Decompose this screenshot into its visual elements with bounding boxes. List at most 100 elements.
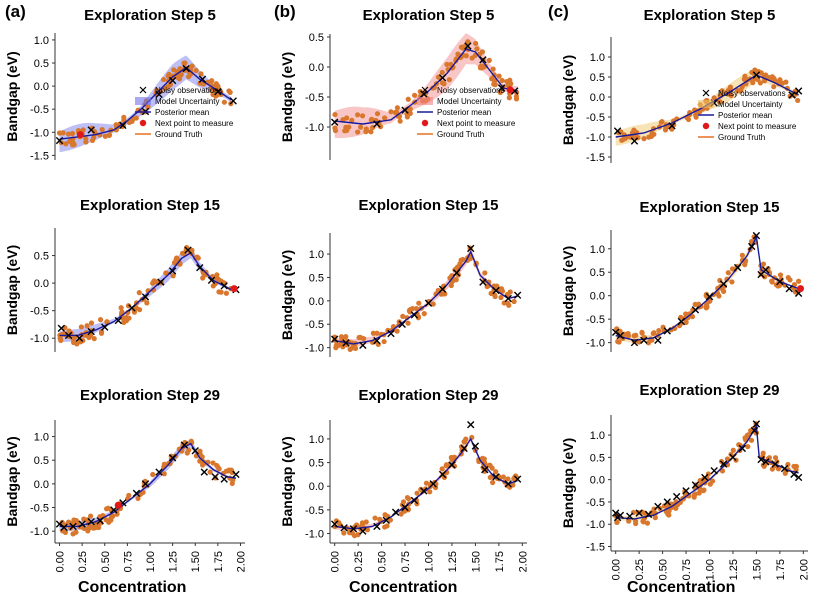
observation-marker (330, 118, 339, 126)
uncertainty-band (334, 247, 518, 348)
ground-truth-sample (421, 311, 427, 317)
y-tick-label: 0.0 (590, 92, 605, 104)
observation-marker (448, 461, 456, 469)
observation-marker (110, 506, 118, 514)
observation-marker (57, 324, 66, 332)
observation-marker (438, 74, 447, 82)
ground-truth-sample (711, 95, 717, 101)
ground-truth-sample (221, 99, 227, 105)
legend-label: Next point to measure (155, 119, 234, 128)
ground-truth-sample (724, 456, 731, 462)
x-tick-label: 1.25 (447, 551, 459, 572)
ground-truth-sample (772, 455, 779, 461)
observation-marker (513, 291, 522, 299)
ground-truth-sample (693, 114, 699, 120)
y-tick-label: 0.0 (34, 81, 49, 93)
observation-marker (78, 520, 86, 528)
ground-truth-sample (499, 77, 505, 84)
y-tick-label: -1.0 (30, 333, 49, 345)
y-tick-label: -1.5 (586, 152, 605, 164)
observation-marker (330, 520, 339, 528)
ground-truth-sample (225, 468, 231, 474)
observation-marker (220, 475, 228, 483)
x-tick-label: 1.00 (705, 559, 717, 580)
observation-marker (424, 299, 433, 307)
x-axis-label-a: Concentration (78, 579, 187, 596)
ground-truth-sample (387, 517, 394, 523)
observation-marker (701, 473, 709, 482)
ground-truth-sample (106, 519, 112, 525)
observation-marker (168, 76, 177, 85)
ground-truth-sample (124, 314, 130, 320)
posterior-mean-line (334, 437, 518, 530)
panel-title-c5: Exploration Step 5 (644, 7, 776, 24)
ground-truth-sample (381, 338, 387, 345)
ground-truth-sample (200, 275, 206, 281)
y-tick-label: -1.0 (305, 343, 324, 355)
y-tick-label: 1.0 (590, 430, 605, 442)
ground-truth-sample (60, 130, 66, 136)
y-tick-label: 1.0 (309, 434, 324, 446)
ground-truth-sample (511, 298, 517, 305)
ground-truth-sample (795, 97, 801, 104)
y-tick-label: 1.0 (309, 249, 324, 261)
ground-truth-sample (66, 328, 72, 334)
ground-truth-sample (343, 334, 349, 340)
ground-truth-sample (186, 74, 192, 80)
ground-truth-sample (640, 519, 647, 525)
ground-truth-sample (724, 276, 730, 282)
ground-truth-sample (489, 76, 495, 82)
ground-truth-sample (81, 525, 87, 532)
ground-truth-sample (626, 518, 632, 524)
ground-truth-sample (332, 337, 338, 343)
ground-truth-sample (207, 469, 213, 475)
ground-truth-sample (742, 73, 748, 79)
x-tick-label: 1.50 (751, 559, 763, 580)
ground-truth-sample (761, 274, 768, 280)
ground-truth-sample (659, 119, 665, 125)
x-tick-label: 2.00 (235, 551, 247, 572)
x-tick-label: 0.50 (658, 559, 670, 580)
observation-marker (438, 285, 447, 293)
observation-marker (132, 489, 141, 498)
ground-truth-sample (405, 96, 411, 102)
ground-truth-sample (703, 304, 709, 311)
y-tick-label: -0.5 (305, 505, 324, 517)
observation-marker (613, 127, 622, 135)
y-tick-label: -0.5 (586, 314, 605, 326)
observation-marker (663, 327, 671, 335)
ground-truth-sample (463, 436, 469, 442)
ground-truth-sample (99, 126, 105, 133)
y-tick-label: 0.5 (309, 272, 324, 284)
ground-truth-sample (473, 40, 479, 47)
ground-truth-sample (368, 129, 374, 135)
observation-marker (211, 473, 219, 481)
observation-marker (373, 120, 381, 128)
y-axis-label-c5: Bandgap (eV) (560, 55, 576, 145)
y-axis-label-a15: Bandgap (eV) (4, 245, 20, 335)
ground-truth-sample (448, 282, 454, 289)
ground-truth-sample (750, 80, 756, 86)
ground-truth-sample (742, 259, 748, 265)
ground-truth-sample (394, 105, 400, 111)
ground-truth-sample (103, 506, 110, 512)
y-tick-label: 1.0 (34, 35, 49, 47)
next-point-marker (506, 86, 514, 94)
observation-marker (200, 468, 208, 476)
ground-truth-sample (716, 99, 723, 105)
ground-truth-sample (407, 106, 413, 112)
ground-truth-sample (98, 330, 105, 336)
ground-truth-sample (749, 69, 755, 75)
ground-truth-sample (355, 129, 361, 135)
ground-truth-sample (186, 447, 192, 453)
observation-marker (616, 331, 625, 340)
ground-truth-sample (441, 81, 447, 87)
ground-truth-sample (493, 469, 499, 475)
observation-marker (391, 508, 400, 516)
legend-uncertainty-swatch (698, 100, 714, 108)
ground-truth-sample (644, 520, 651, 526)
x-tick-label: 0.50 (100, 551, 112, 572)
x-tick-label: 0.00 (330, 551, 342, 572)
ground-truth-sample (350, 345, 356, 351)
observation-marker (101, 323, 109, 331)
